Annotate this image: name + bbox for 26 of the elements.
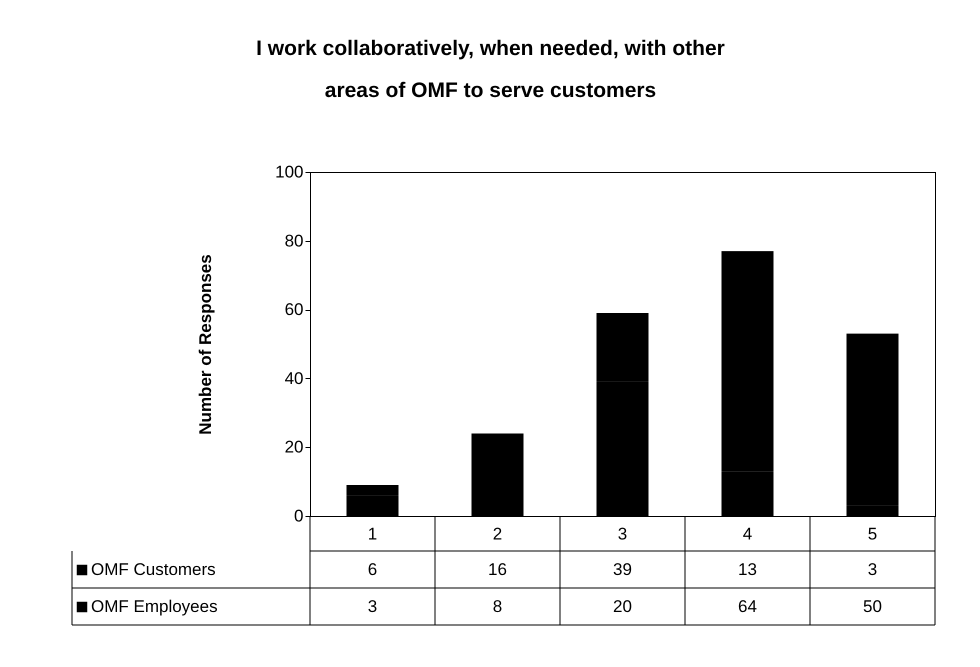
data-label: 3 — [368, 597, 378, 616]
data-label: 13 — [738, 560, 757, 579]
data-label: 6 — [368, 560, 378, 579]
y-tick-label: 100 — [275, 162, 304, 182]
y-tick-label: 40 — [284, 368, 304, 388]
data-label: 39 — [613, 560, 632, 579]
data-label: 8 — [492, 597, 502, 616]
x-tick-label: 4 — [742, 524, 752, 544]
y-tick-label: 20 — [284, 438, 304, 457]
text: I work collaboratively, when needed, with other — [256, 37, 725, 60]
x-tick-label: 2 — [492, 524, 502, 544]
data-label: 16 — [488, 560, 507, 579]
x-tick-label: 5 — [868, 524, 878, 544]
y-tick-label: 80 — [284, 231, 304, 250]
x-tick-label: 1 — [368, 524, 378, 544]
legend-label: OMF Customers — [91, 560, 216, 579]
y-axis-title: Number of Responses — [196, 254, 216, 435]
text: areas of OMF to serve customers — [324, 79, 656, 102]
y-tick-label: 0 — [294, 506, 304, 526]
data-label: 64 — [738, 597, 757, 616]
data-label: 3 — [868, 560, 878, 579]
legend-label: OMF Employees — [91, 597, 218, 616]
x-tick-label: 3 — [618, 524, 628, 544]
data-label: 50 — [863, 597, 882, 616]
y-tick-label: 60 — [284, 300, 304, 320]
data-label: 20 — [613, 597, 632, 616]
